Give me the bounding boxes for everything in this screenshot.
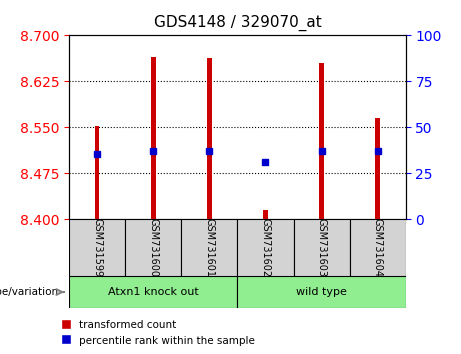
FancyBboxPatch shape: [181, 219, 237, 276]
FancyBboxPatch shape: [69, 219, 125, 276]
Text: genotype/variation: genotype/variation: [0, 287, 59, 297]
Bar: [319, 63, 324, 219]
Text: GSM731604: GSM731604: [372, 218, 383, 277]
Text: GSM731601: GSM731601: [204, 218, 214, 277]
Bar: [263, 210, 268, 219]
FancyBboxPatch shape: [294, 219, 349, 276]
Text: GSM731602: GSM731602: [260, 218, 271, 278]
FancyBboxPatch shape: [69, 276, 237, 308]
Text: GSM731600: GSM731600: [148, 218, 158, 277]
Bar: [207, 58, 212, 219]
Bar: [375, 118, 380, 219]
FancyBboxPatch shape: [125, 219, 181, 276]
Title: GDS4148 / 329070_at: GDS4148 / 329070_at: [154, 15, 321, 31]
Bar: [95, 126, 100, 219]
Bar: [151, 57, 155, 219]
Text: GSM731599: GSM731599: [92, 218, 102, 278]
Text: GSM731603: GSM731603: [317, 218, 326, 277]
Text: Atxn1 knock out: Atxn1 knock out: [108, 287, 199, 297]
FancyBboxPatch shape: [237, 276, 406, 308]
FancyBboxPatch shape: [237, 219, 294, 276]
FancyBboxPatch shape: [349, 219, 406, 276]
Text: wild type: wild type: [296, 287, 347, 297]
Legend: transformed count, percentile rank within the sample: transformed count, percentile rank withi…: [60, 320, 255, 346]
